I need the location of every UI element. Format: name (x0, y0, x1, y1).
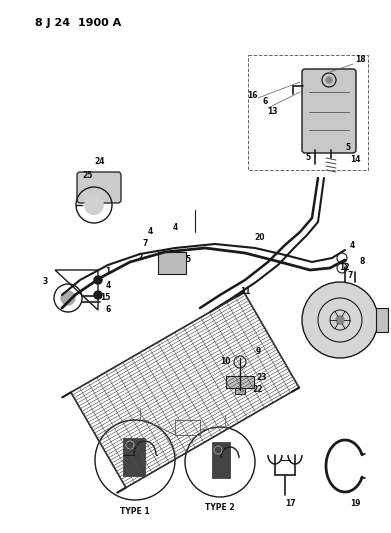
Text: 7: 7 (347, 271, 353, 279)
Text: 4: 4 (350, 240, 355, 249)
Circle shape (94, 291, 102, 299)
Text: 23: 23 (257, 374, 267, 383)
Text: 2: 2 (137, 254, 143, 262)
Bar (248, 55, 368, 170)
Text: TYPE 2: TYPE 2 (205, 504, 235, 513)
Bar (235, 388, 245, 394)
FancyBboxPatch shape (302, 69, 356, 153)
Text: 24: 24 (95, 157, 105, 166)
Circle shape (84, 195, 104, 215)
Circle shape (94, 276, 102, 284)
Text: 18: 18 (355, 55, 365, 64)
Bar (123, 438, 145, 476)
Text: 22: 22 (253, 385, 263, 394)
Text: 20: 20 (255, 233, 265, 243)
Text: 3: 3 (42, 278, 48, 287)
Polygon shape (226, 376, 254, 388)
Text: 19: 19 (350, 498, 360, 507)
Circle shape (336, 316, 344, 324)
Text: 6: 6 (106, 305, 111, 314)
Circle shape (302, 282, 378, 358)
Text: 4: 4 (147, 228, 152, 237)
Text: TYPE 1: TYPE 1 (120, 507, 150, 516)
Bar (212, 442, 230, 478)
Circle shape (61, 291, 75, 305)
Text: 11: 11 (240, 287, 250, 296)
Text: 7: 7 (142, 239, 148, 248)
Circle shape (326, 77, 332, 83)
Text: 12: 12 (339, 263, 349, 272)
Text: 14: 14 (350, 156, 360, 165)
Text: 8: 8 (359, 257, 365, 266)
FancyBboxPatch shape (77, 172, 121, 203)
Text: 17: 17 (285, 498, 295, 507)
Text: 4: 4 (172, 223, 178, 232)
Text: 5: 5 (185, 255, 190, 264)
Text: 9: 9 (255, 348, 261, 357)
Text: 25: 25 (83, 171, 93, 180)
Text: 4: 4 (106, 280, 111, 289)
Text: 16: 16 (247, 91, 257, 100)
Bar (158, 252, 186, 274)
Text: 6: 6 (262, 98, 267, 107)
Text: 5: 5 (305, 154, 310, 163)
Text: 1: 1 (106, 268, 111, 277)
Text: 8 J 24  1900 A: 8 J 24 1900 A (35, 18, 121, 28)
Text: 15: 15 (100, 294, 110, 303)
Text: 13: 13 (267, 108, 277, 117)
Text: 10: 10 (220, 358, 230, 367)
Text: 5: 5 (345, 143, 351, 152)
Bar (376, 308, 388, 332)
